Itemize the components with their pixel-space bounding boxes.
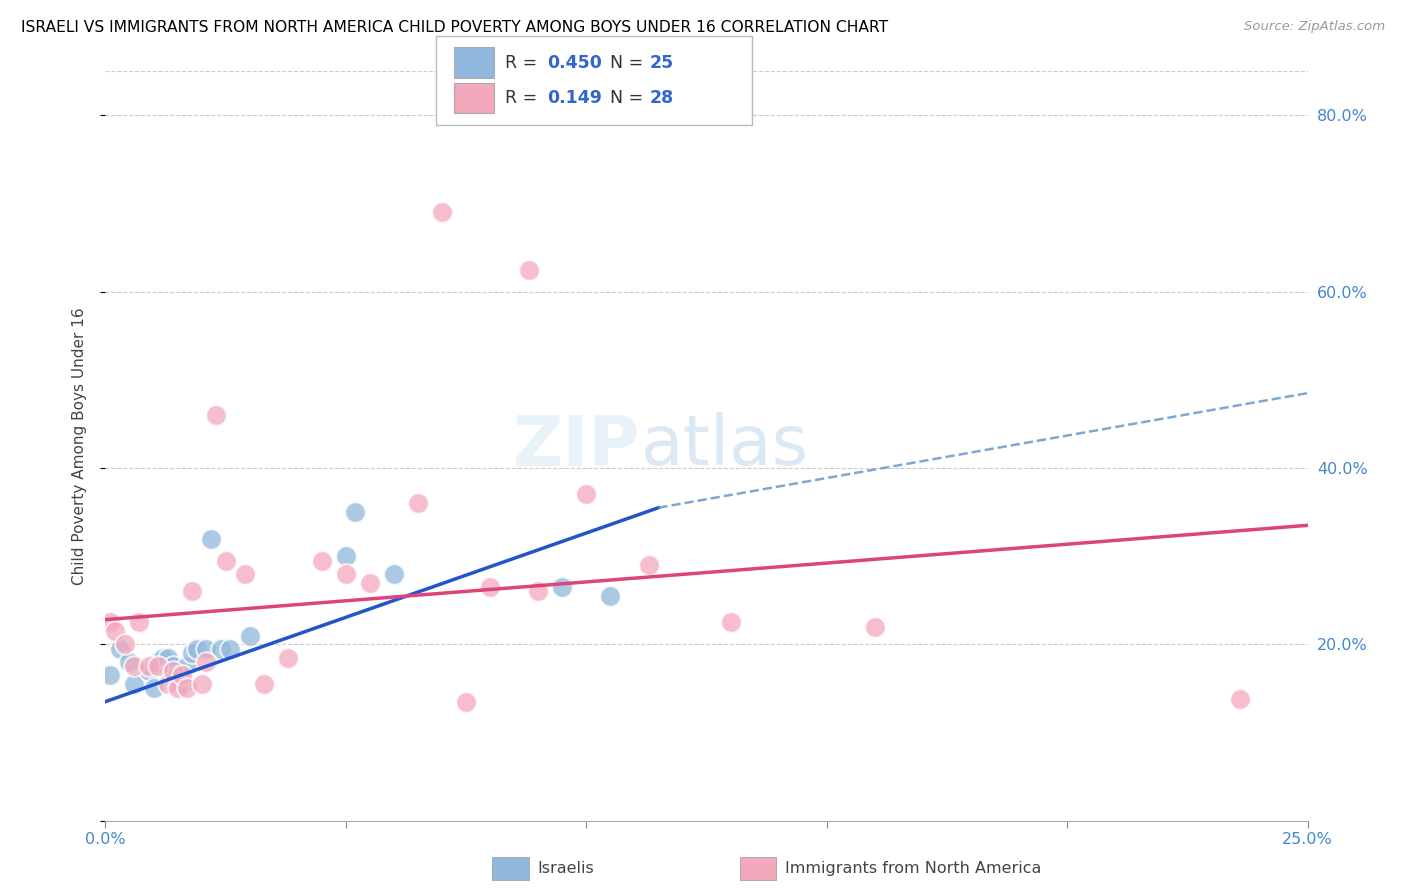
- Point: [186, 641, 208, 656]
- Point: [162, 659, 184, 673]
- Point: [517, 262, 540, 277]
- Text: N =: N =: [610, 54, 650, 71]
- Point: [98, 615, 121, 630]
- Point: [195, 641, 218, 656]
- Point: [527, 584, 550, 599]
- Point: [311, 553, 333, 567]
- Point: [166, 681, 188, 696]
- Point: [335, 566, 357, 581]
- Point: [209, 641, 232, 656]
- Point: [863, 620, 886, 634]
- Point: [104, 624, 127, 639]
- Point: [128, 615, 150, 630]
- Point: [195, 655, 218, 669]
- Text: R =: R =: [505, 89, 543, 107]
- Point: [156, 677, 179, 691]
- Text: ZIP: ZIP: [513, 412, 640, 480]
- Point: [118, 655, 141, 669]
- Point: [1229, 692, 1251, 706]
- Text: 25: 25: [650, 54, 673, 71]
- Point: [108, 641, 131, 656]
- Point: [176, 659, 198, 673]
- Point: [142, 681, 165, 696]
- Point: [344, 505, 367, 519]
- Point: [190, 677, 212, 691]
- Point: [335, 549, 357, 564]
- Text: N =: N =: [610, 89, 650, 107]
- Point: [637, 558, 659, 572]
- Point: [214, 553, 236, 567]
- Point: [98, 668, 121, 682]
- Point: [239, 628, 262, 642]
- Text: Israelis: Israelis: [537, 862, 593, 876]
- Text: Source: ZipAtlas.com: Source: ZipAtlas.com: [1244, 20, 1385, 33]
- Point: [479, 580, 502, 594]
- Point: [382, 566, 405, 581]
- Point: [156, 650, 179, 665]
- Point: [114, 637, 136, 651]
- Point: [176, 681, 198, 696]
- Point: [200, 532, 222, 546]
- Text: R =: R =: [505, 54, 543, 71]
- Point: [152, 650, 174, 665]
- Text: 0.149: 0.149: [547, 89, 602, 107]
- Point: [138, 659, 160, 673]
- Point: [454, 695, 477, 709]
- Point: [599, 589, 621, 603]
- Point: [359, 575, 381, 590]
- Point: [124, 659, 146, 673]
- Point: [720, 615, 742, 630]
- Text: atlas: atlas: [640, 412, 808, 480]
- Point: [233, 566, 256, 581]
- Point: [172, 677, 194, 691]
- Point: [162, 664, 184, 678]
- Point: [148, 659, 170, 673]
- Point: [181, 584, 204, 599]
- Text: 28: 28: [650, 89, 673, 107]
- Point: [181, 646, 204, 660]
- Point: [124, 677, 146, 691]
- Point: [277, 650, 299, 665]
- Text: ISRAELI VS IMMIGRANTS FROM NORTH AMERICA CHILD POVERTY AMONG BOYS UNDER 16 CORRE: ISRAELI VS IMMIGRANTS FROM NORTH AMERICA…: [21, 20, 889, 35]
- Point: [166, 668, 188, 682]
- Point: [172, 668, 194, 682]
- Y-axis label: Child Poverty Among Boys Under 16: Child Poverty Among Boys Under 16: [72, 307, 87, 585]
- Text: Immigrants from North America: Immigrants from North America: [785, 862, 1040, 876]
- Point: [406, 496, 429, 510]
- Point: [148, 655, 170, 669]
- Point: [138, 664, 160, 678]
- Text: 0.450: 0.450: [547, 54, 602, 71]
- Point: [205, 408, 228, 422]
- Point: [575, 487, 598, 501]
- Point: [430, 205, 453, 219]
- Point: [551, 580, 574, 594]
- Point: [253, 677, 276, 691]
- Point: [219, 641, 242, 656]
